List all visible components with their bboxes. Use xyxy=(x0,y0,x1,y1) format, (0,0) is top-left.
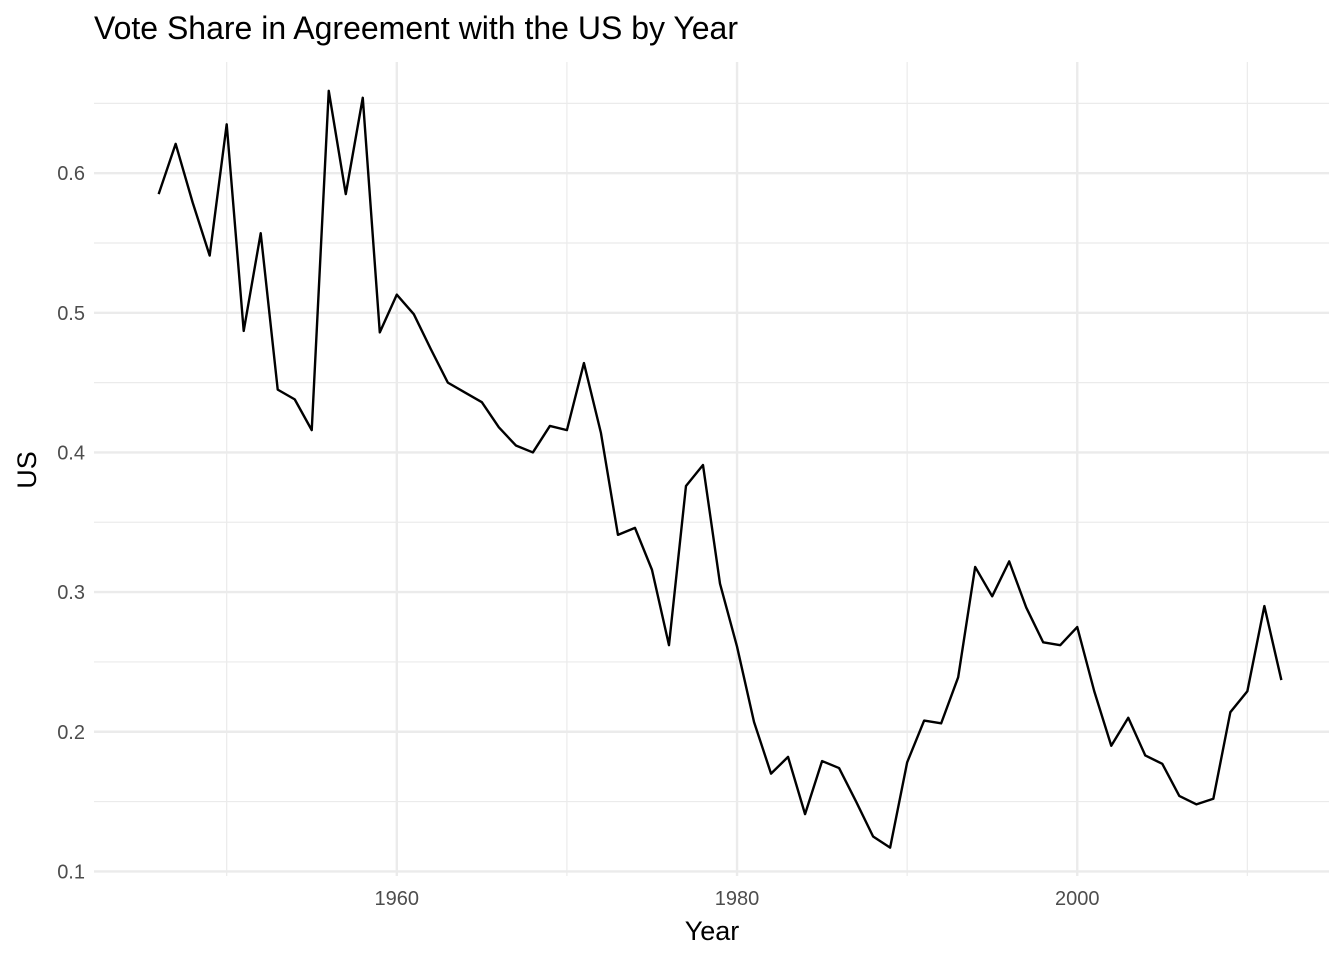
series-lines xyxy=(157,89,1283,849)
x-tick-label: 2000 xyxy=(1055,888,1100,910)
gridlines xyxy=(94,62,1329,876)
x-tick-label: 1980 xyxy=(715,888,760,910)
series-line xyxy=(157,89,1283,849)
y-tick-label: 0.2 xyxy=(57,722,85,744)
x-tick-label: 1960 xyxy=(375,888,420,910)
tick-labels: 0.1 0.2 0.3 0.4 0.5 0.6 1960 1980 2000 xyxy=(57,163,1099,910)
y-axis-title: US xyxy=(12,451,42,489)
x-axis-title: Year xyxy=(685,916,740,946)
y-tick-label: 0.5 xyxy=(57,303,85,325)
y-tick-label: 0.3 xyxy=(57,582,85,604)
y-tick-label: 0.4 xyxy=(57,442,85,464)
y-tick-label: 0.6 xyxy=(57,163,85,185)
y-tick-label: 0.1 xyxy=(57,861,85,883)
chart-title: Vote Share in Agreement with the US by Y… xyxy=(94,10,738,46)
